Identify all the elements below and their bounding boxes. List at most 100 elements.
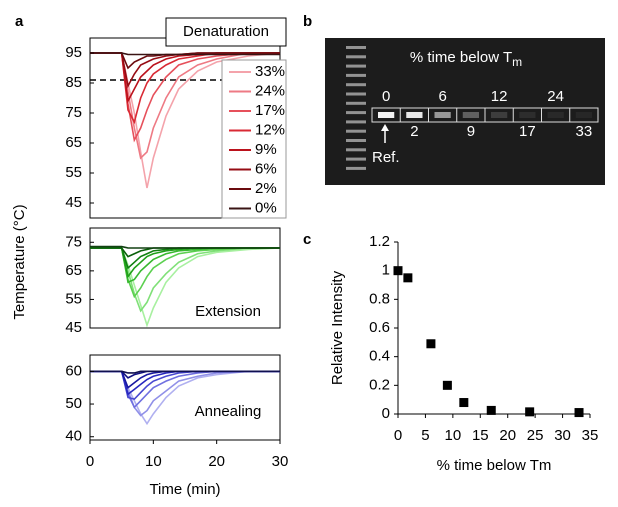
gel-title-sub: m bbox=[512, 55, 522, 69]
data-point bbox=[574, 408, 584, 418]
panel-label: Denaturation bbox=[183, 23, 269, 40]
sample-band bbox=[378, 112, 395, 118]
ladder-band bbox=[346, 83, 366, 87]
x-tick-label: 30 bbox=[272, 453, 289, 470]
panel-label: Extension bbox=[195, 303, 261, 320]
gel-title: % time below Tm bbox=[410, 49, 522, 69]
panel-letter: c bbox=[303, 231, 311, 248]
ladder-band bbox=[346, 166, 366, 170]
legend-label: 24% bbox=[255, 82, 285, 99]
y-axis-label: Relative Intensity bbox=[329, 270, 346, 385]
ladder-band bbox=[346, 111, 366, 115]
data-line bbox=[90, 245, 280, 249]
legend-label: 12% bbox=[255, 121, 285, 138]
x-tick-label: 0 bbox=[86, 453, 94, 470]
lane-label: 6 bbox=[438, 88, 446, 105]
ladder-band bbox=[346, 92, 366, 96]
x-axis-label: Time (min) bbox=[149, 481, 220, 498]
ladder-band bbox=[346, 64, 366, 68]
y-tick-label: 45 bbox=[65, 194, 82, 211]
y-tick-label: 55 bbox=[65, 164, 82, 181]
x-tick-label: 25 bbox=[527, 427, 544, 444]
y-tick-label: 1.2 bbox=[369, 233, 390, 250]
y-tick-label: 60 bbox=[65, 362, 82, 379]
sample-band bbox=[575, 112, 592, 118]
x-tick-label: 35 bbox=[582, 427, 599, 444]
x-tick-label: 20 bbox=[499, 427, 516, 444]
y-tick-label: 85 bbox=[65, 74, 82, 91]
ladder-band bbox=[346, 46, 366, 49]
panel-letter: b bbox=[303, 13, 312, 30]
ladder-band bbox=[346, 73, 366, 77]
ref-arrow-head bbox=[381, 124, 389, 131]
ladder-band bbox=[346, 129, 366, 133]
legend-label: 33% bbox=[255, 63, 285, 80]
lane-label: 24 bbox=[547, 88, 564, 105]
data-line bbox=[90, 52, 280, 56]
y-tick-label: 1 bbox=[382, 262, 390, 279]
legend-box bbox=[221, 59, 287, 219]
y-tick-label: 50 bbox=[65, 395, 82, 412]
lane-label: 9 bbox=[467, 123, 475, 140]
ladder-band bbox=[346, 120, 366, 124]
x-tick-label: 10 bbox=[445, 427, 462, 444]
y-axis-label: Temperature (°C) bbox=[11, 204, 28, 319]
gel-title-text: % time below T bbox=[410, 49, 512, 66]
data-point bbox=[393, 266, 403, 276]
legend-label: 9% bbox=[255, 141, 277, 158]
data-point bbox=[486, 405, 496, 415]
legend-label: 17% bbox=[255, 102, 285, 119]
x-tick-label: 30 bbox=[554, 427, 571, 444]
lane-label: 0 bbox=[382, 88, 390, 105]
sample-band bbox=[547, 112, 564, 118]
x-axis-label: % time below Tm bbox=[437, 457, 552, 474]
y-tick-label: 0.2 bbox=[369, 376, 390, 393]
x-tick-label: 20 bbox=[208, 453, 225, 470]
ladder-band bbox=[346, 148, 366, 152]
y-tick-label: 0.4 bbox=[369, 348, 390, 365]
y-tick-label: 75 bbox=[65, 104, 82, 121]
data-point bbox=[403, 273, 413, 283]
data-line bbox=[90, 52, 280, 160]
ladder-band bbox=[346, 101, 366, 105]
y-tick-label: 0 bbox=[382, 405, 390, 422]
sample-band bbox=[491, 112, 508, 118]
y-tick-label: 40 bbox=[65, 428, 82, 445]
data-point bbox=[442, 380, 452, 390]
ladder-band bbox=[346, 139, 366, 142]
legend-label: 0% bbox=[255, 199, 277, 216]
lane-label: 2 bbox=[410, 123, 418, 140]
lane-label: 12 bbox=[491, 88, 508, 105]
data-line bbox=[90, 247, 281, 328]
label-box bbox=[165, 17, 287, 47]
data-point bbox=[459, 398, 469, 408]
y-tick-label: 45 bbox=[65, 319, 82, 336]
plot-frame bbox=[89, 354, 281, 441]
y-tick-label: 55 bbox=[65, 290, 82, 307]
data-line bbox=[90, 370, 280, 417]
ref-label: Ref. bbox=[372, 149, 400, 166]
data-line bbox=[90, 247, 280, 313]
ladder-band bbox=[346, 55, 366, 59]
sample-band bbox=[434, 112, 451, 118]
x-tick-label: 0 bbox=[394, 427, 402, 444]
panel-letter: a bbox=[15, 13, 24, 30]
legend-label: 6% bbox=[255, 160, 277, 177]
y-tick-label: 65 bbox=[65, 134, 82, 151]
data-line bbox=[90, 52, 280, 70]
x-tick-label: 15 bbox=[472, 427, 489, 444]
lane-label: 33 bbox=[576, 123, 593, 140]
sample-band bbox=[462, 112, 479, 118]
lane-label: 17 bbox=[519, 123, 536, 140]
x-tick-label: 5 bbox=[421, 427, 429, 444]
sample-band bbox=[406, 112, 423, 118]
y-tick-label: 0.6 bbox=[369, 319, 390, 336]
y-tick-label: 0.8 bbox=[369, 290, 390, 307]
y-tick-label: 95 bbox=[65, 44, 82, 61]
x-tick-label: 10 bbox=[145, 453, 162, 470]
plot-frame bbox=[89, 227, 281, 329]
panel-label: Annealing bbox=[195, 403, 262, 420]
data-line bbox=[90, 370, 280, 374]
y-tick-label: 75 bbox=[65, 233, 82, 250]
